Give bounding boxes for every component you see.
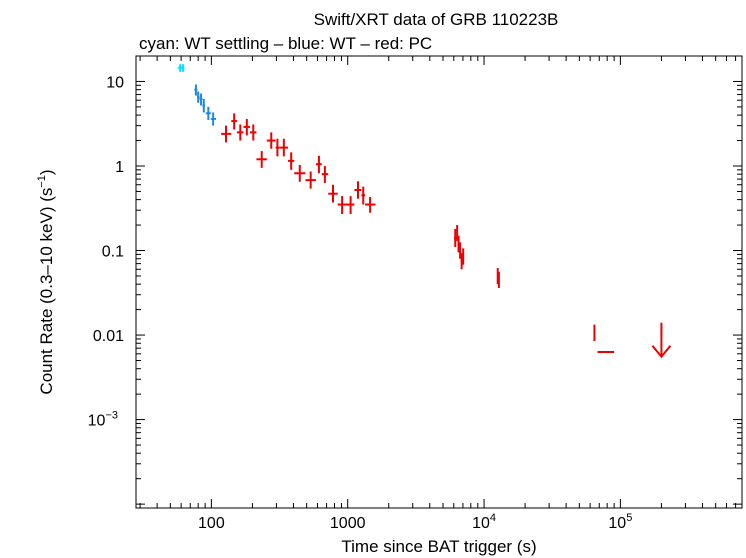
data-point: [194, 84, 198, 96]
chart-subtitle: cyan: WT settling – blue: WT – red: PC: [139, 34, 432, 53]
data-point: [236, 124, 244, 141]
y-axis-tick-labels: 10 1 0.1 0.01 10−3: [88, 74, 124, 429]
data-points: [178, 64, 615, 354]
data-point: [321, 165, 329, 183]
data-point: [221, 125, 232, 143]
data-point: [202, 98, 206, 113]
data-point: [199, 93, 203, 106]
data-point: [294, 164, 306, 182]
x-tick-label: 104: [472, 512, 496, 532]
data-point: [328, 184, 338, 203]
y-tick-label: 10: [106, 74, 124, 91]
y-axis-label-close: ): [37, 169, 56, 175]
data-point: [288, 152, 295, 170]
data-point: [305, 171, 316, 189]
data-point: [593, 324, 596, 342]
x-axis-label: Time since BAT trigger (s): [341, 537, 536, 556]
upper-limits: [651, 322, 672, 359]
x-axis-tick-labels: 100 1000 104 105: [198, 512, 632, 532]
chart-title: Swift/XRT data of GRB 110223B: [314, 10, 559, 29]
data-point: [279, 138, 289, 157]
data-point: [497, 271, 500, 289]
data-point: [453, 228, 457, 248]
x-tick-label: 1000: [330, 515, 366, 532]
x-tick-label: 100: [198, 515, 225, 532]
y-tick-label: 1: [115, 159, 124, 176]
data-point: [275, 138, 280, 157]
x-tick-label: 105: [608, 512, 632, 532]
data-point: [178, 64, 183, 72]
data-point: [210, 112, 216, 126]
y-axis-label-superscript: −1: [36, 175, 48, 188]
data-point: [457, 235, 460, 253]
data-point: [337, 196, 347, 215]
data-point: [365, 196, 376, 213]
upper-limit-arrow: [651, 322, 672, 359]
y-axis-label-main: Count Rate (0.3–10 keV) (s: [37, 188, 56, 395]
data-point: [181, 64, 185, 72]
data-point: [361, 186, 366, 205]
y-axis-ticks: [136, 55, 742, 509]
data-point: [462, 248, 465, 265]
data-point: [266, 132, 276, 149]
data-point: [205, 106, 211, 120]
y-tick-label: 0.01: [93, 328, 124, 345]
data-point: [197, 91, 200, 103]
data-point: [243, 118, 250, 136]
data-point: [346, 196, 355, 215]
data-point: [256, 151, 267, 168]
y-tick-label: 10−3: [88, 410, 118, 430]
upper-limit-head: [651, 345, 672, 359]
data-point: [459, 242, 462, 259]
data-point: [249, 124, 257, 141]
plot-frame: [135, 55, 743, 509]
x-axis-ticks: [139, 56, 737, 508]
y-axis-label: Count Rate (0.3–10 keV) (s−1): [36, 169, 56, 394]
data-point: [456, 225, 459, 241]
data-point: [460, 253, 463, 270]
data-point: [354, 181, 362, 199]
data-point: [231, 113, 237, 130]
y-tick-label: 0.1: [102, 244, 124, 261]
data-point: [315, 155, 322, 174]
